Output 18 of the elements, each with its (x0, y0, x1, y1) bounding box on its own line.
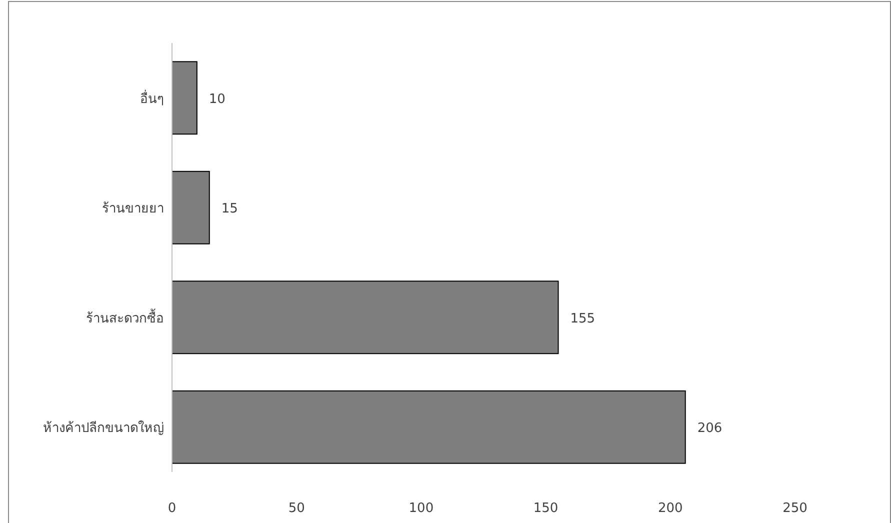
data-label: 15 (221, 202, 238, 217)
data-label: 206 (697, 421, 722, 436)
data-label: 10 (208, 92, 226, 107)
y-tick-label: ห้างค้าปลีกขนาดใหญ่ (43, 420, 164, 436)
x-tick-label: 150 (533, 501, 558, 516)
bar (172, 390, 686, 464)
x-tick-label: 100 (408, 501, 434, 516)
bar (172, 280, 559, 354)
y-tick-label: ร้านขายยา (102, 202, 164, 217)
bar (172, 61, 198, 135)
y-tick-label: ร้านสะดวกซื้อ (86, 308, 164, 326)
y-tick-label: อื่นๆ (140, 90, 164, 107)
bar (172, 170, 210, 244)
x-tick-label: 50 (288, 501, 305, 516)
data-label: 155 (570, 311, 596, 326)
x-tick-label: 250 (782, 501, 808, 516)
x-tick-label: 200 (658, 501, 683, 516)
x-tick-label: 0 (168, 501, 176, 516)
